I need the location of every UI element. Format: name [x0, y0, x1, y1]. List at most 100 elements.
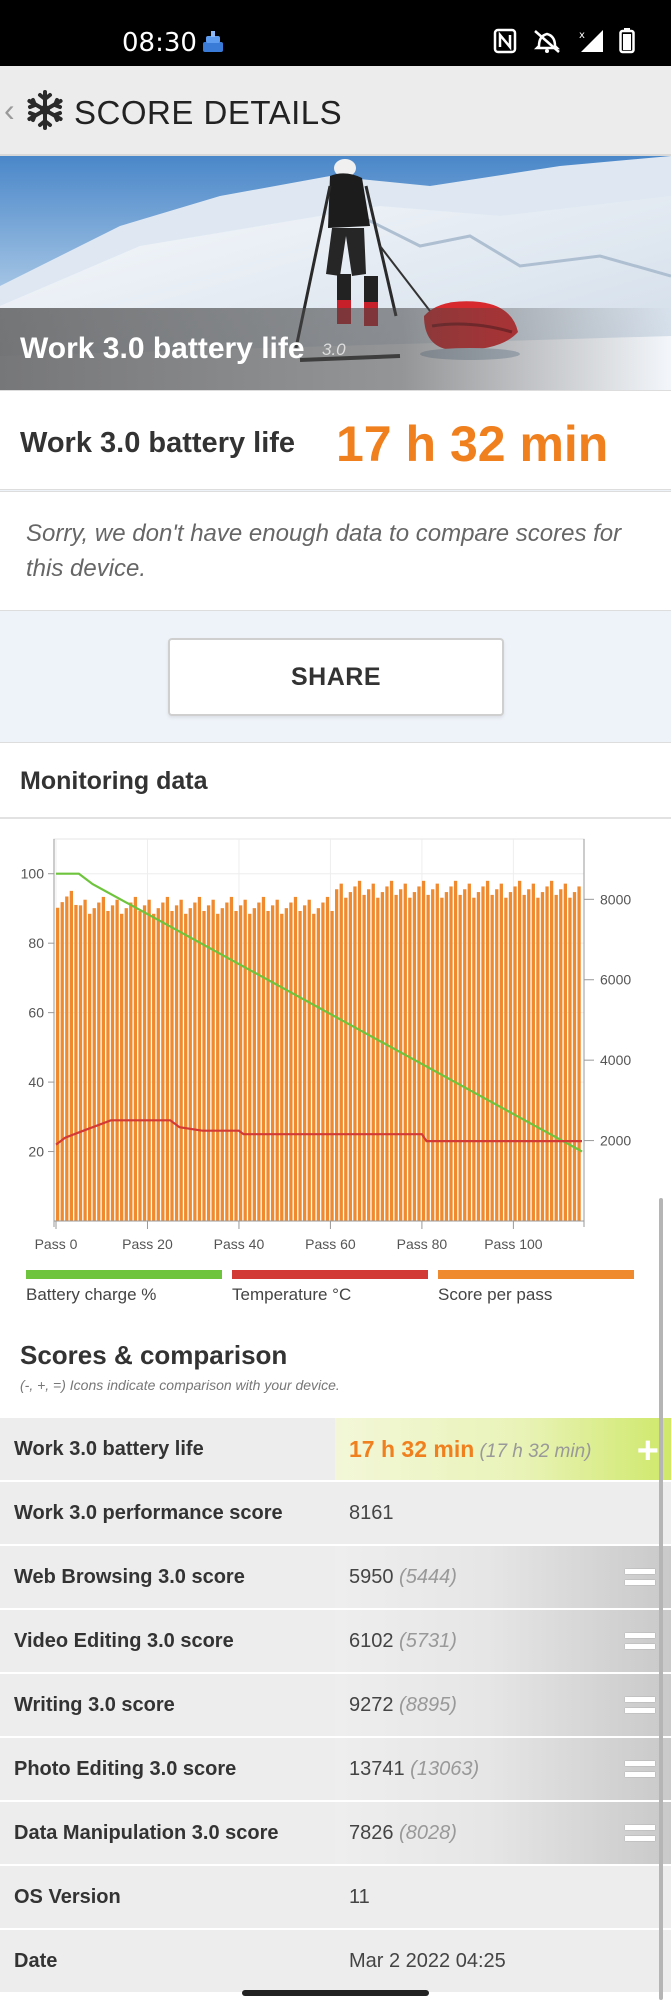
score-bar: [225, 902, 229, 1221]
score-bar: [339, 883, 343, 1221]
row-score: 7826: [349, 1822, 394, 1844]
table-row: Web Browsing 3.0 score 5950 (5444): [0, 1544, 671, 1608]
score-label: Work 3.0 battery life: [20, 427, 296, 459]
table-row: Data Manipulation 3.0 score 7826 (8028): [0, 1800, 671, 1864]
score-bar: [417, 886, 421, 1221]
score-bar: [549, 880, 554, 1221]
score-bar: [357, 880, 362, 1221]
row-value: 8161: [349, 1502, 394, 1525]
score-bar: [133, 896, 138, 1221]
score-bar: [536, 897, 540, 1221]
score-bar: [353, 886, 357, 1221]
row-comparison-score: (5731): [393, 1630, 457, 1652]
score-bar: [481, 886, 485, 1221]
row-value: 7826 (8028): [349, 1822, 457, 1845]
score-bar: [289, 902, 293, 1221]
score-bar: [275, 899, 279, 1221]
score-bar: [252, 908, 256, 1221]
row-value-cell: 17 h 32 min (17 h 32 min) +: [335, 1418, 671, 1480]
x-tick-label: Pass 80: [397, 1236, 448, 1252]
vibrate-icon: [531, 28, 563, 59]
equal-icon: [625, 1633, 655, 1651]
share-button[interactable]: SHARE: [168, 638, 504, 716]
scrollbar[interactable]: [659, 1198, 663, 2000]
table-row: Video Editing 3.0 score 6102 (5731): [0, 1608, 671, 1672]
left-tick-label: 20: [28, 1144, 44, 1160]
score-bar: [577, 886, 581, 1221]
table-row: Writing 3.0 score 9272 (8895): [0, 1672, 671, 1736]
score-bar: [170, 910, 174, 1221]
score-bar: [499, 883, 503, 1221]
score-bar: [174, 905, 179, 1221]
score-bar: [69, 890, 74, 1221]
x-tick-label: Pass 0: [35, 1236, 78, 1252]
monitoring-chart: 100 80 60 40 20 8000 6000 4000 2000 Pass 0 Pass 20…: [21, 838, 631, 1252]
score-bar: [257, 902, 261, 1221]
table-row: Photo Editing 3.0 score 13741 (13063): [0, 1736, 671, 1800]
score-bar: [243, 899, 247, 1221]
row-value-cell: 6102 (5731): [335, 1610, 671, 1672]
row-comparison-score: (8028): [393, 1822, 457, 1844]
score-bar: [206, 905, 211, 1221]
snowflake-icon: [24, 89, 66, 136]
score-bar: [202, 910, 206, 1221]
score-bar: [554, 894, 558, 1221]
score-bar: [120, 913, 124, 1221]
score-bar: [270, 905, 275, 1221]
score-bar: [348, 892, 353, 1221]
score-bar: [88, 913, 92, 1221]
score-bar: [302, 905, 307, 1221]
score-bar: [321, 902, 325, 1221]
row-value: 9272 (8895): [349, 1694, 457, 1717]
row-value-cell: 7826 (8028): [335, 1802, 671, 1864]
app-header: ‹ SCORE DETAILS: [0, 66, 671, 156]
row-label: OS Version: [14, 1886, 121, 1908]
status-bar: 08:30 x: [0, 0, 671, 66]
left-tick-label: 100: [21, 866, 45, 882]
score-bar: [307, 899, 311, 1221]
score-bar: [440, 897, 444, 1221]
score-bar: [490, 894, 494, 1221]
table-row: Date Mar 2 2022 04:25: [0, 1928, 671, 1992]
score-bar: [385, 886, 389, 1221]
home-indicator[interactable]: [242, 1990, 429, 1996]
score-bar: [444, 892, 449, 1221]
legend-item-battery: Battery charge %: [26, 1270, 222, 1305]
row-label: Data Manipulation 3.0 score: [14, 1822, 279, 1844]
row-label: Web Browsing 3.0 score: [14, 1566, 245, 1588]
status-time: 08:30: [122, 28, 197, 58]
notification-app-icon: [200, 30, 226, 59]
score-bar: [74, 904, 78, 1221]
hero-caption-bar: [0, 308, 671, 390]
row-score: 9272: [349, 1694, 394, 1716]
row-comparison-score: (8895): [393, 1694, 457, 1716]
legend-swatch-temperature: [232, 1270, 428, 1279]
score-bar: [568, 897, 572, 1221]
equal-icon: [625, 1825, 655, 1843]
equal-icon: [625, 1569, 655, 1587]
legend-swatch-score: [438, 1270, 634, 1279]
row-label: Work 3.0 battery life: [14, 1438, 204, 1460]
comparison-title: Scores & comparison: [20, 1340, 288, 1370]
row-value: 6102 (5731): [349, 1630, 457, 1653]
row-score: 8161: [349, 1502, 394, 1524]
score-bar: [485, 880, 490, 1221]
page-title: SCORE DETAILS: [74, 94, 343, 131]
x-tick-label: Pass 20: [122, 1236, 173, 1252]
chevron-left-icon[interactable]: ‹: [4, 92, 15, 128]
svg-text:x: x: [579, 30, 585, 41]
row-value: 5950 (5444): [349, 1566, 457, 1589]
temperature-line: [55, 1119, 582, 1146]
legend-label-temperature: Temperature °C: [232, 1285, 352, 1304]
row-score: 5950: [349, 1566, 394, 1588]
score-bar: [78, 905, 83, 1221]
legend-label-battery: Battery charge %: [26, 1285, 157, 1304]
status-icons: x: [493, 28, 635, 59]
row-label: Video Editing 3.0 score: [14, 1630, 234, 1652]
right-tick-label: 6000: [600, 972, 631, 988]
legend-item-temperature: Temperature °C: [232, 1270, 428, 1305]
row-comparison-score: (17 h 32 min): [474, 1441, 592, 1462]
score-bar: [453, 880, 458, 1221]
score-bar: [216, 913, 220, 1221]
row-value-cell: Mar 2 2022 04:25: [335, 1930, 671, 1992]
